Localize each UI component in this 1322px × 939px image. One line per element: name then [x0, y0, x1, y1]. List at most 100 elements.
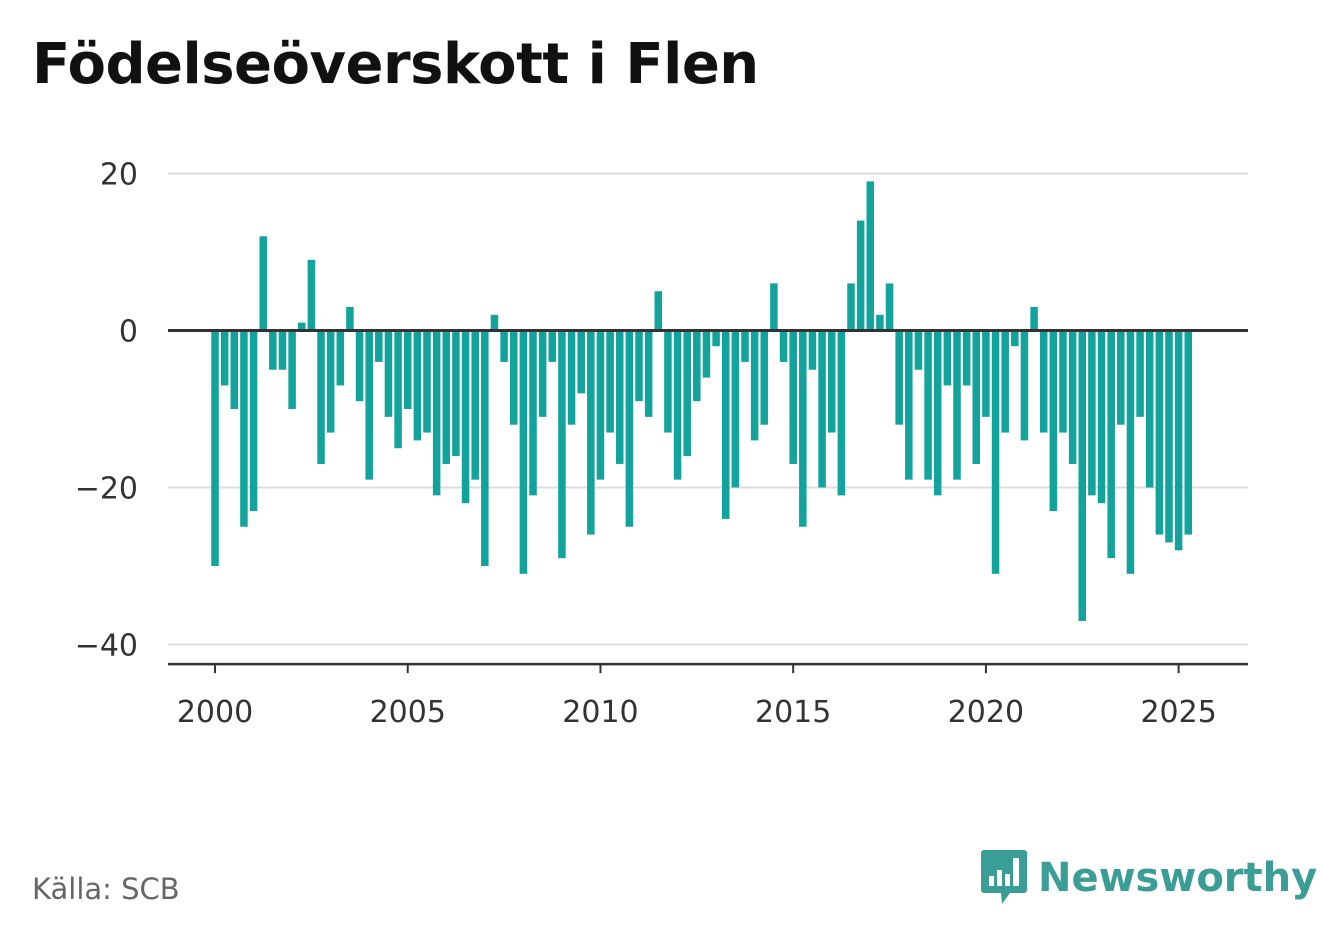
bar [375, 330, 383, 362]
bar [249, 330, 258, 512]
bar [1068, 330, 1077, 464]
bar [712, 330, 720, 347]
bar [741, 330, 749, 362]
bar [615, 330, 624, 464]
newsworthy-logo: Newsworthy [980, 848, 1317, 908]
bar [770, 283, 778, 331]
bar [731, 330, 740, 488]
bar [269, 330, 277, 370]
bar [365, 330, 373, 480]
bar [750, 330, 759, 441]
bar [789, 330, 797, 464]
bar [962, 330, 971, 386]
bar [442, 330, 451, 464]
bar [355, 330, 364, 402]
bar [905, 330, 913, 480]
bar [307, 259, 316, 331]
bar [596, 330, 605, 480]
bar [471, 330, 479, 480]
x-tick-label: 2015 [755, 695, 831, 730]
bar [423, 330, 431, 433]
bar [240, 330, 248, 527]
bar [693, 330, 701, 402]
bar [1165, 330, 1173, 543]
bar [1059, 330, 1067, 433]
bar [779, 330, 788, 362]
x-axis-labels: 2000 2005 2010 2015 2020 2025 [177, 695, 1217, 730]
bar [895, 330, 903, 425]
bar [721, 330, 730, 519]
y-axis-labels: 20 0 −20 −40 [75, 158, 138, 664]
bar [220, 330, 229, 386]
bar [577, 330, 585, 394]
bar [885, 283, 894, 331]
bar [548, 330, 557, 362]
bar [866, 181, 875, 331]
y-tick-label: 20 [100, 158, 138, 193]
bar [991, 330, 1000, 574]
bar [1078, 330, 1087, 621]
bars [211, 181, 1193, 621]
bar [673, 330, 682, 480]
bar [432, 330, 441, 496]
x-tick-label: 2000 [177, 695, 253, 730]
bar [625, 330, 634, 527]
bar [837, 330, 846, 496]
bar [1049, 330, 1058, 512]
bar-chart: 20 0 −20 −40 2000 2005 2010 2015 2020 2025 [75, 158, 1248, 730]
bar [529, 330, 537, 496]
bar [403, 330, 412, 409]
bar [914, 330, 923, 370]
bar [847, 283, 855, 331]
bar [259, 236, 267, 331]
bar [933, 330, 942, 496]
chart-title: Födelseöverskott i Flen [32, 32, 759, 97]
source-note: Källa: SCB [32, 872, 180, 906]
bar [278, 330, 287, 370]
bar [702, 330, 711, 378]
bar [490, 314, 499, 331]
bar [297, 322, 306, 331]
bar [317, 330, 325, 464]
bar [326, 330, 335, 433]
gridlines [168, 172, 1248, 646]
bar [876, 314, 884, 331]
bar [230, 330, 239, 409]
bar [538, 330, 547, 417]
bar [558, 330, 566, 559]
bar [808, 330, 817, 370]
y-tick-label: −40 [75, 629, 138, 664]
bar [1136, 330, 1144, 417]
bar [500, 330, 508, 362]
y-tick-label: 0 [119, 315, 138, 350]
bar [452, 330, 460, 457]
bar [1020, 330, 1029, 441]
bar [394, 330, 402, 449]
bar [683, 330, 691, 457]
bar [1011, 330, 1019, 347]
bar [818, 330, 826, 488]
bar [336, 330, 345, 386]
bar [953, 330, 961, 480]
bar [288, 330, 296, 409]
bar [1030, 306, 1038, 331]
bar [1117, 330, 1125, 425]
y-tick-label: −20 [75, 472, 138, 507]
newsworthy-logo-text: Newsworthy [1038, 855, 1318, 901]
bar [606, 330, 614, 433]
x-tick-label: 2005 [370, 695, 446, 730]
x-tick-label: 2025 [1140, 695, 1216, 730]
bar [567, 330, 576, 425]
bar [346, 306, 354, 331]
bar [644, 330, 653, 417]
bar [1184, 330, 1193, 535]
bar [519, 330, 528, 574]
bar [509, 330, 518, 425]
bar [1145, 330, 1154, 488]
bar [481, 330, 489, 566]
bar [1088, 330, 1096, 496]
bar [1126, 330, 1135, 574]
bar [413, 330, 422, 441]
x-tick-label: 2010 [562, 695, 638, 730]
bar [943, 330, 952, 386]
